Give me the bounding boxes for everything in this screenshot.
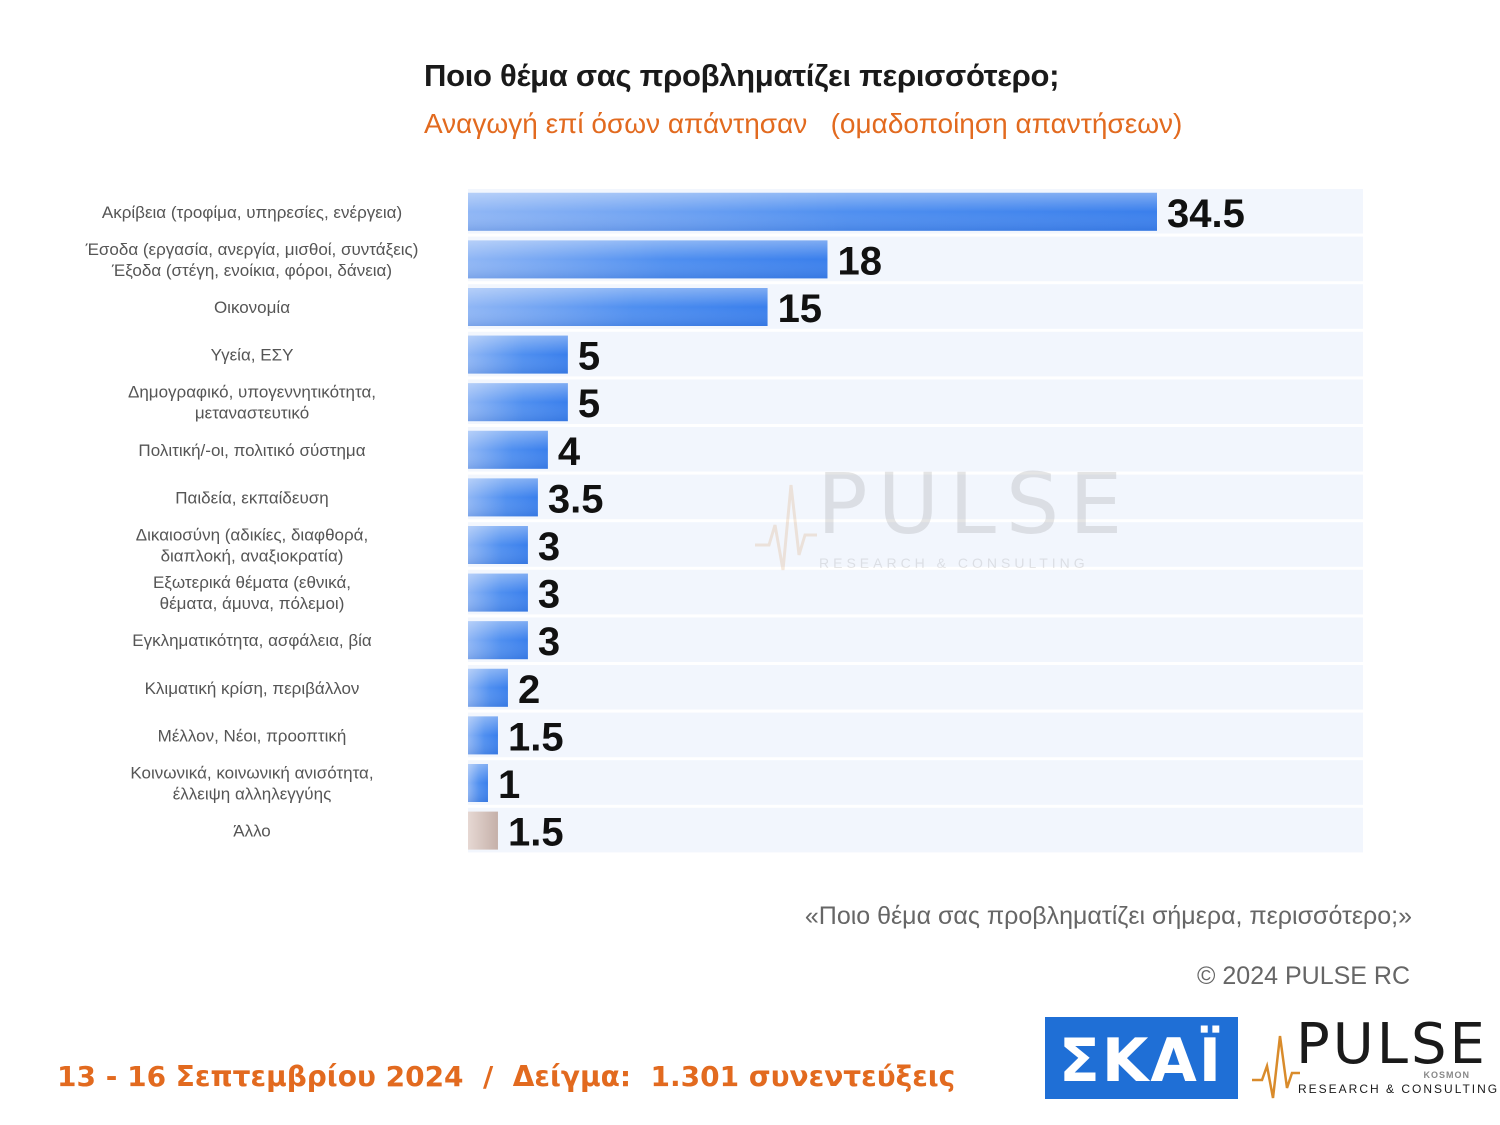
bar-shading <box>468 192 1157 231</box>
value-label: 2 <box>518 668 540 712</box>
category-label: Άλλο <box>233 822 271 841</box>
category-label: Υγεία, ΕΣΥ <box>211 346 294 365</box>
bar-shading <box>468 526 528 564</box>
pulse-logo-kosmos: KOSMON <box>1423 1070 1470 1080</box>
value-label: 3.5 <box>548 477 604 521</box>
category-label: Κλιματική κρίση, περιβάλλον <box>145 679 360 698</box>
value-label: 3 <box>538 620 560 664</box>
category-label: Έσοδα (εργασία, ανεργία, μισθοί, συντάξε… <box>85 240 419 259</box>
pulse-logo-wave-icon <box>1252 1035 1300 1099</box>
category-label: έλλειψη αλληλεγγύης <box>173 785 332 804</box>
category-label: Ακρίβεια (τροφίμα, υπηρεσίες, ενέργεια) <box>102 203 402 222</box>
bar-shading <box>468 573 528 612</box>
row-band <box>468 665 1363 710</box>
bar-other <box>468 811 498 850</box>
value-label: 34.5 <box>1167 192 1245 236</box>
bar-shading <box>468 335 568 374</box>
category-label: διαπλοκή, αναξιοκρατία) <box>161 547 344 566</box>
pulse-logo: PULSE KOSMON RESEARCH & CONSULTING <box>1250 1012 1497 1108</box>
row-band <box>468 712 1363 758</box>
category-label: Κοινωνικά, κοινωνική ανισότητα, <box>130 764 373 783</box>
bar-chart: 34.5 Ακρίβεια (τροφίμα, υπηρεσίες, ενέργε… <box>85 189 1363 855</box>
bar-shading <box>468 764 488 802</box>
skai-logo-mark: ΣΚΑΪ <box>1059 1024 1223 1096</box>
bar-shading <box>468 240 828 279</box>
value-label: 1 <box>498 763 520 807</box>
bar-shading <box>468 668 508 707</box>
bar-shading <box>468 383 568 422</box>
value-label: 1.5 <box>508 715 564 759</box>
category-label: θέματα, άμυνα, πόλεμοι) <box>160 594 345 613</box>
bar-shading <box>468 621 528 660</box>
row-band <box>468 617 1363 662</box>
row-band <box>468 807 1363 853</box>
category-label: Δημογραφικό, υπογεννητικότητα, <box>128 383 376 402</box>
category-label: Εξωτερικά θέματα (εθνικά, <box>153 573 351 592</box>
category-label: Μέλλον, Νέοι, προοπτική <box>158 726 347 745</box>
skai-logo: ΣΚΑΪ <box>1045 1017 1238 1099</box>
value-label: 5 <box>578 382 600 426</box>
watermark-sub: RESEARCH & CONSULTING <box>819 555 1089 571</box>
row-band <box>468 427 1363 472</box>
pulse-wave-icon <box>755 484 817 571</box>
pulse-logo-sub: RESEARCH & CONSULTING <box>1298 1082 1500 1096</box>
pulse-logo-word: PULSE <box>1296 1012 1488 1077</box>
row-band <box>468 760 1363 805</box>
category-label: Πολιτική/-οι, πολιτικό σύστημα <box>138 441 365 460</box>
pulse-watermark: PULSE RESEARCH & CONSULTING <box>755 455 1122 585</box>
category-label: Δικαιοσύνη (αδικίες, διαφθορά, <box>136 526 368 545</box>
row-band <box>468 522 1363 567</box>
value-label: 4 <box>558 430 581 474</box>
bar-shading <box>468 478 538 517</box>
category-label: Οικονομία <box>214 298 290 317</box>
survey-footer: 13 - 16 Σεπτεμβρίου 2024 / Δείγμα: 1.301… <box>57 1060 956 1093</box>
value-label: 3 <box>538 573 560 617</box>
category-label: μεταναστευτικό <box>195 404 309 423</box>
watermark-word: PULSE <box>817 455 1133 553</box>
category-label: Παιδεία, εκπαίδευση <box>175 488 328 507</box>
value-label: 15 <box>778 287 823 331</box>
bar-shading <box>468 288 768 326</box>
row-band <box>468 474 1363 520</box>
chart-title: Ποιο θέμα σας προβληματίζει περισσότερο; <box>424 58 1060 93</box>
bar-shading <box>468 716 498 755</box>
copyright: © 2024 PULSE RC <box>1197 962 1410 990</box>
bar-shading <box>468 430 548 469</box>
value-label: 5 <box>578 335 600 379</box>
row-band <box>468 569 1363 615</box>
value-label: 1.5 <box>508 811 564 855</box>
category-label: Εγκληματικότητα, ασφάλεια, βία <box>132 631 372 650</box>
row-band <box>468 331 1363 377</box>
skai-logo-text: ΣΚΑΪ <box>1059 1024 1223 1096</box>
category-label: Έξοδα (στέγη, ενοίκια, φόροι, δάνεια) <box>111 261 392 280</box>
row-band <box>468 379 1363 424</box>
question-note: «Ποιο θέμα σας προβληματίζει σήμερα, περ… <box>804 902 1412 930</box>
value-label: 3 <box>538 525 560 569</box>
value-label: 18 <box>837 239 882 283</box>
chart-subtitle: Αναγωγή επί όσων απάντησαν (ομαδοποίηση … <box>424 108 1183 139</box>
